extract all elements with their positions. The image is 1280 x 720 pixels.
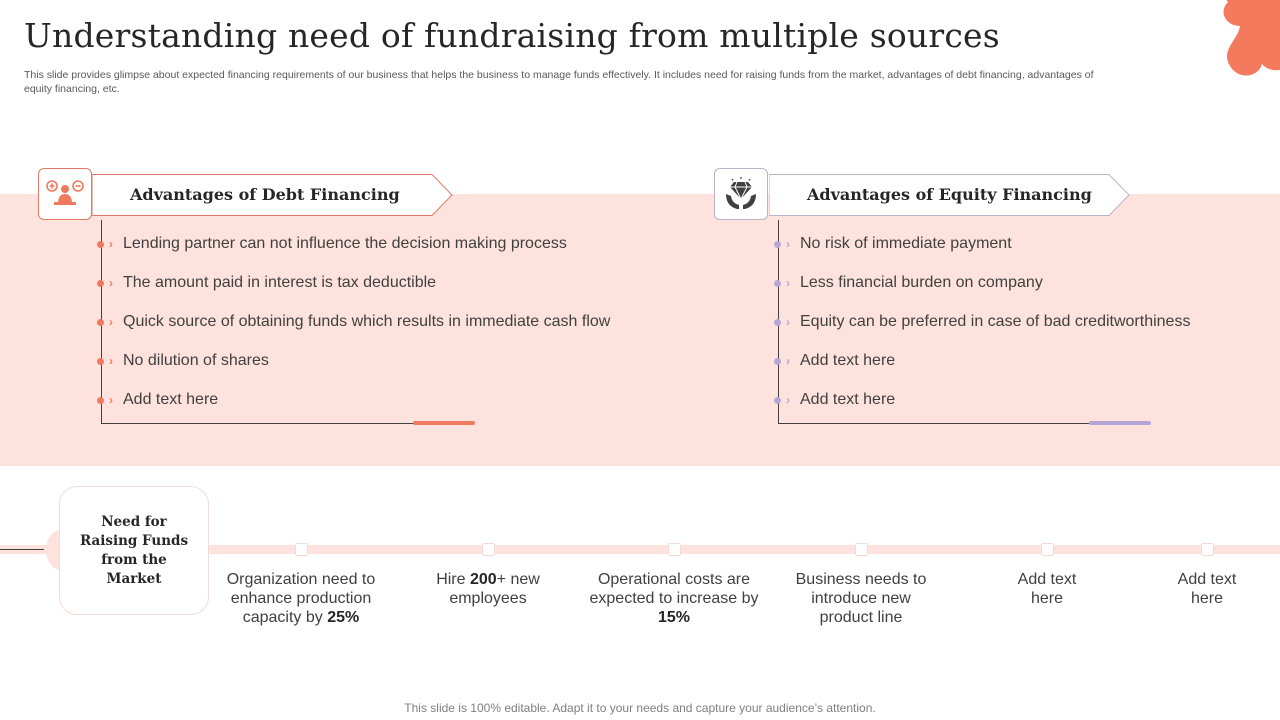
debt-item-4: › No dilution of shares (97, 349, 269, 373)
chevron-right-icon: › (786, 354, 790, 368)
need-title-box: Need for Raising Funds from the Market (59, 486, 209, 615)
need-item-1: Organization need to enhance production … (216, 570, 386, 627)
chevron-right-icon: › (109, 315, 113, 329)
bullet-dot (97, 240, 104, 248)
need-item-text: Add text here (1177, 571, 1237, 607)
debt-item-text: Add text here (123, 391, 219, 408)
bullet-dot (97, 318, 104, 326)
debt-item-3: › Quick source of obtaining funds which … (97, 310, 610, 334)
equity-icon-box (714, 168, 768, 220)
need-item-6: Add text here (1167, 570, 1247, 608)
need-item-5: Add text here (1007, 570, 1087, 608)
debt-item-text: Lending partner can not influence the de… (123, 235, 567, 252)
chevron-right-icon: › (786, 276, 790, 290)
debt-heading-banner: Advantages of Debt Financing (92, 174, 454, 216)
chevron-right-icon: › (109, 354, 113, 368)
bullet-dot (97, 396, 104, 404)
need-item-text-end: + new employees (449, 571, 540, 607)
decorative-splash-icon (1223, 0, 1280, 76)
need-item-highlight: 15% (657, 609, 691, 626)
equity-item-text: Add text here (800, 391, 896, 408)
chevron-right-icon: › (786, 315, 790, 329)
timeline-marker (855, 543, 868, 556)
bullet-dot (97, 279, 104, 287)
equity-item-text: Less financial burden on company (800, 274, 1043, 291)
need-timeline-track (0, 545, 1280, 554)
timeline-marker (295, 543, 308, 556)
debt-accent-bar (413, 421, 475, 425)
equity-item-4: › Add text here (774, 349, 895, 373)
bullet-dot (774, 279, 781, 287)
people-plus-minus-icon (46, 180, 84, 205)
bullet-dot (774, 357, 781, 365)
need-item-text: Add text here (1017, 571, 1077, 607)
need-item-text: Hire (436, 571, 470, 588)
chevron-right-icon: › (109, 237, 113, 251)
page-title: Understanding need of fundraising from m… (24, 16, 1000, 55)
bullet-dot (774, 240, 781, 248)
equity-item-text: Equity can be preferred in case of bad c… (800, 313, 1191, 330)
debt-list-baseline (101, 423, 473, 424)
advantages-band (0, 194, 1280, 466)
equity-accent-bar (1089, 421, 1151, 425)
timeline-marker (1041, 543, 1054, 556)
bullet-dot (774, 318, 781, 326)
debt-item-text: No dilution of shares (123, 352, 269, 369)
footer-note: This slide is 100% editable. Adapt it to… (404, 701, 876, 715)
hands-diamond-icon (726, 177, 756, 209)
equity-list-baseline (778, 423, 1150, 424)
equity-item-5: › Add text here (774, 388, 895, 412)
need-item-highlight: 25% (327, 609, 360, 626)
debt-item-2: › The amount paid in interest is tax ded… (97, 271, 436, 295)
timeline-marker (1201, 543, 1214, 556)
timeline-marker (482, 543, 495, 556)
chevron-right-icon: › (109, 393, 113, 407)
timeline-marker (668, 543, 681, 556)
need-item-highlight: 200 (469, 571, 497, 588)
debt-item-5: › Add text here (97, 388, 218, 412)
equity-heading-banner: Advantages of Equity Financing (769, 174, 1131, 216)
debt-item-text: The amount paid in interest is tax deduc… (123, 274, 437, 291)
need-item-text: Organization need to enhance production … (226, 571, 376, 626)
equity-heading: Advantages of Equity Financing (807, 185, 1092, 204)
equity-item-text: No risk of immediate payment (800, 235, 1012, 252)
equity-item-1: › No risk of immediate payment (774, 232, 1012, 256)
need-item-text: Business needs to introduce new product … (795, 571, 927, 626)
debt-item-1: › Lending partner can not influence the … (97, 232, 567, 256)
bullet-dot (774, 396, 781, 404)
chevron-right-icon: › (786, 393, 790, 407)
need-item-3: Operational costs are expected to increa… (589, 570, 759, 627)
debt-item-text: Quick source of obtaining funds which re… (123, 313, 611, 330)
need-item-4: Business needs to introduce new product … (786, 570, 936, 627)
chevron-right-icon: › (786, 237, 790, 251)
need-timeline-lead-line (0, 549, 44, 550)
debt-icon-box (38, 168, 92, 220)
equity-item-text: Add text here (800, 352, 896, 369)
chevron-right-icon: › (109, 276, 113, 290)
need-item-2: Hire 200+ new employees (418, 570, 558, 608)
page-subtitle: This slide provides glimpse about expect… (24, 69, 1094, 95)
equity-item-3: › Equity can be preferred in case of bad… (774, 310, 1190, 334)
bullet-dot (97, 357, 104, 365)
need-title: Need for Raising Funds from the Market (79, 513, 189, 587)
need-item-text: Operational costs are expected to increa… (589, 571, 759, 607)
equity-item-2: › Less financial burden on company (774, 271, 1043, 295)
debt-heading: Advantages of Debt Financing (130, 185, 400, 204)
